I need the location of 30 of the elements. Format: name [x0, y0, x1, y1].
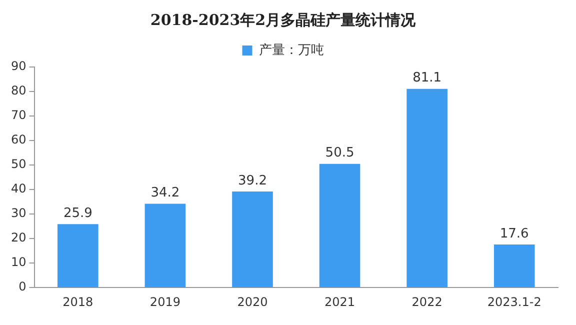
y-tick-label: 70: [10, 108, 26, 122]
chart-title: 2018-2023年2月多晶硅产量统计情况: [150, 10, 417, 29]
y-tick-label: 10: [10, 255, 26, 270]
y-tick-label: 90: [10, 59, 26, 74]
y-tick-label: 50: [10, 157, 26, 172]
bar: [58, 224, 98, 288]
data-label: 81.1: [412, 70, 442, 86]
x-tick-label: 2020: [237, 294, 268, 309]
data-label: 17.6: [500, 226, 529, 242]
data-label: 50.5: [325, 146, 354, 161]
data-label: 25.9: [63, 206, 92, 221]
bar: [319, 164, 360, 288]
y-tick-label: 80: [10, 84, 26, 98]
y-tick-label: 30: [10, 206, 26, 220]
x-tick-label: 2019: [150, 294, 180, 309]
legend-label: 产量：万吨: [258, 42, 324, 58]
bar: [406, 88, 448, 288]
data-label: 34.2: [150, 186, 180, 201]
y-tick-label: 60: [10, 132, 26, 147]
x-tick-label: 2023.1-2: [487, 294, 542, 309]
bar: [232, 192, 273, 288]
data-label: 39.2: [238, 173, 267, 188]
x-tick-label: 2022: [412, 294, 442, 309]
bar: [494, 244, 535, 288]
y-tick-label: 0: [18, 280, 26, 294]
y-tick-label: 20: [10, 230, 26, 245]
bar: [144, 204, 186, 288]
x-tick-label: 2018: [62, 294, 94, 309]
x-tick-label: 2021: [324, 294, 356, 309]
y-tick-label: 40: [10, 182, 26, 196]
